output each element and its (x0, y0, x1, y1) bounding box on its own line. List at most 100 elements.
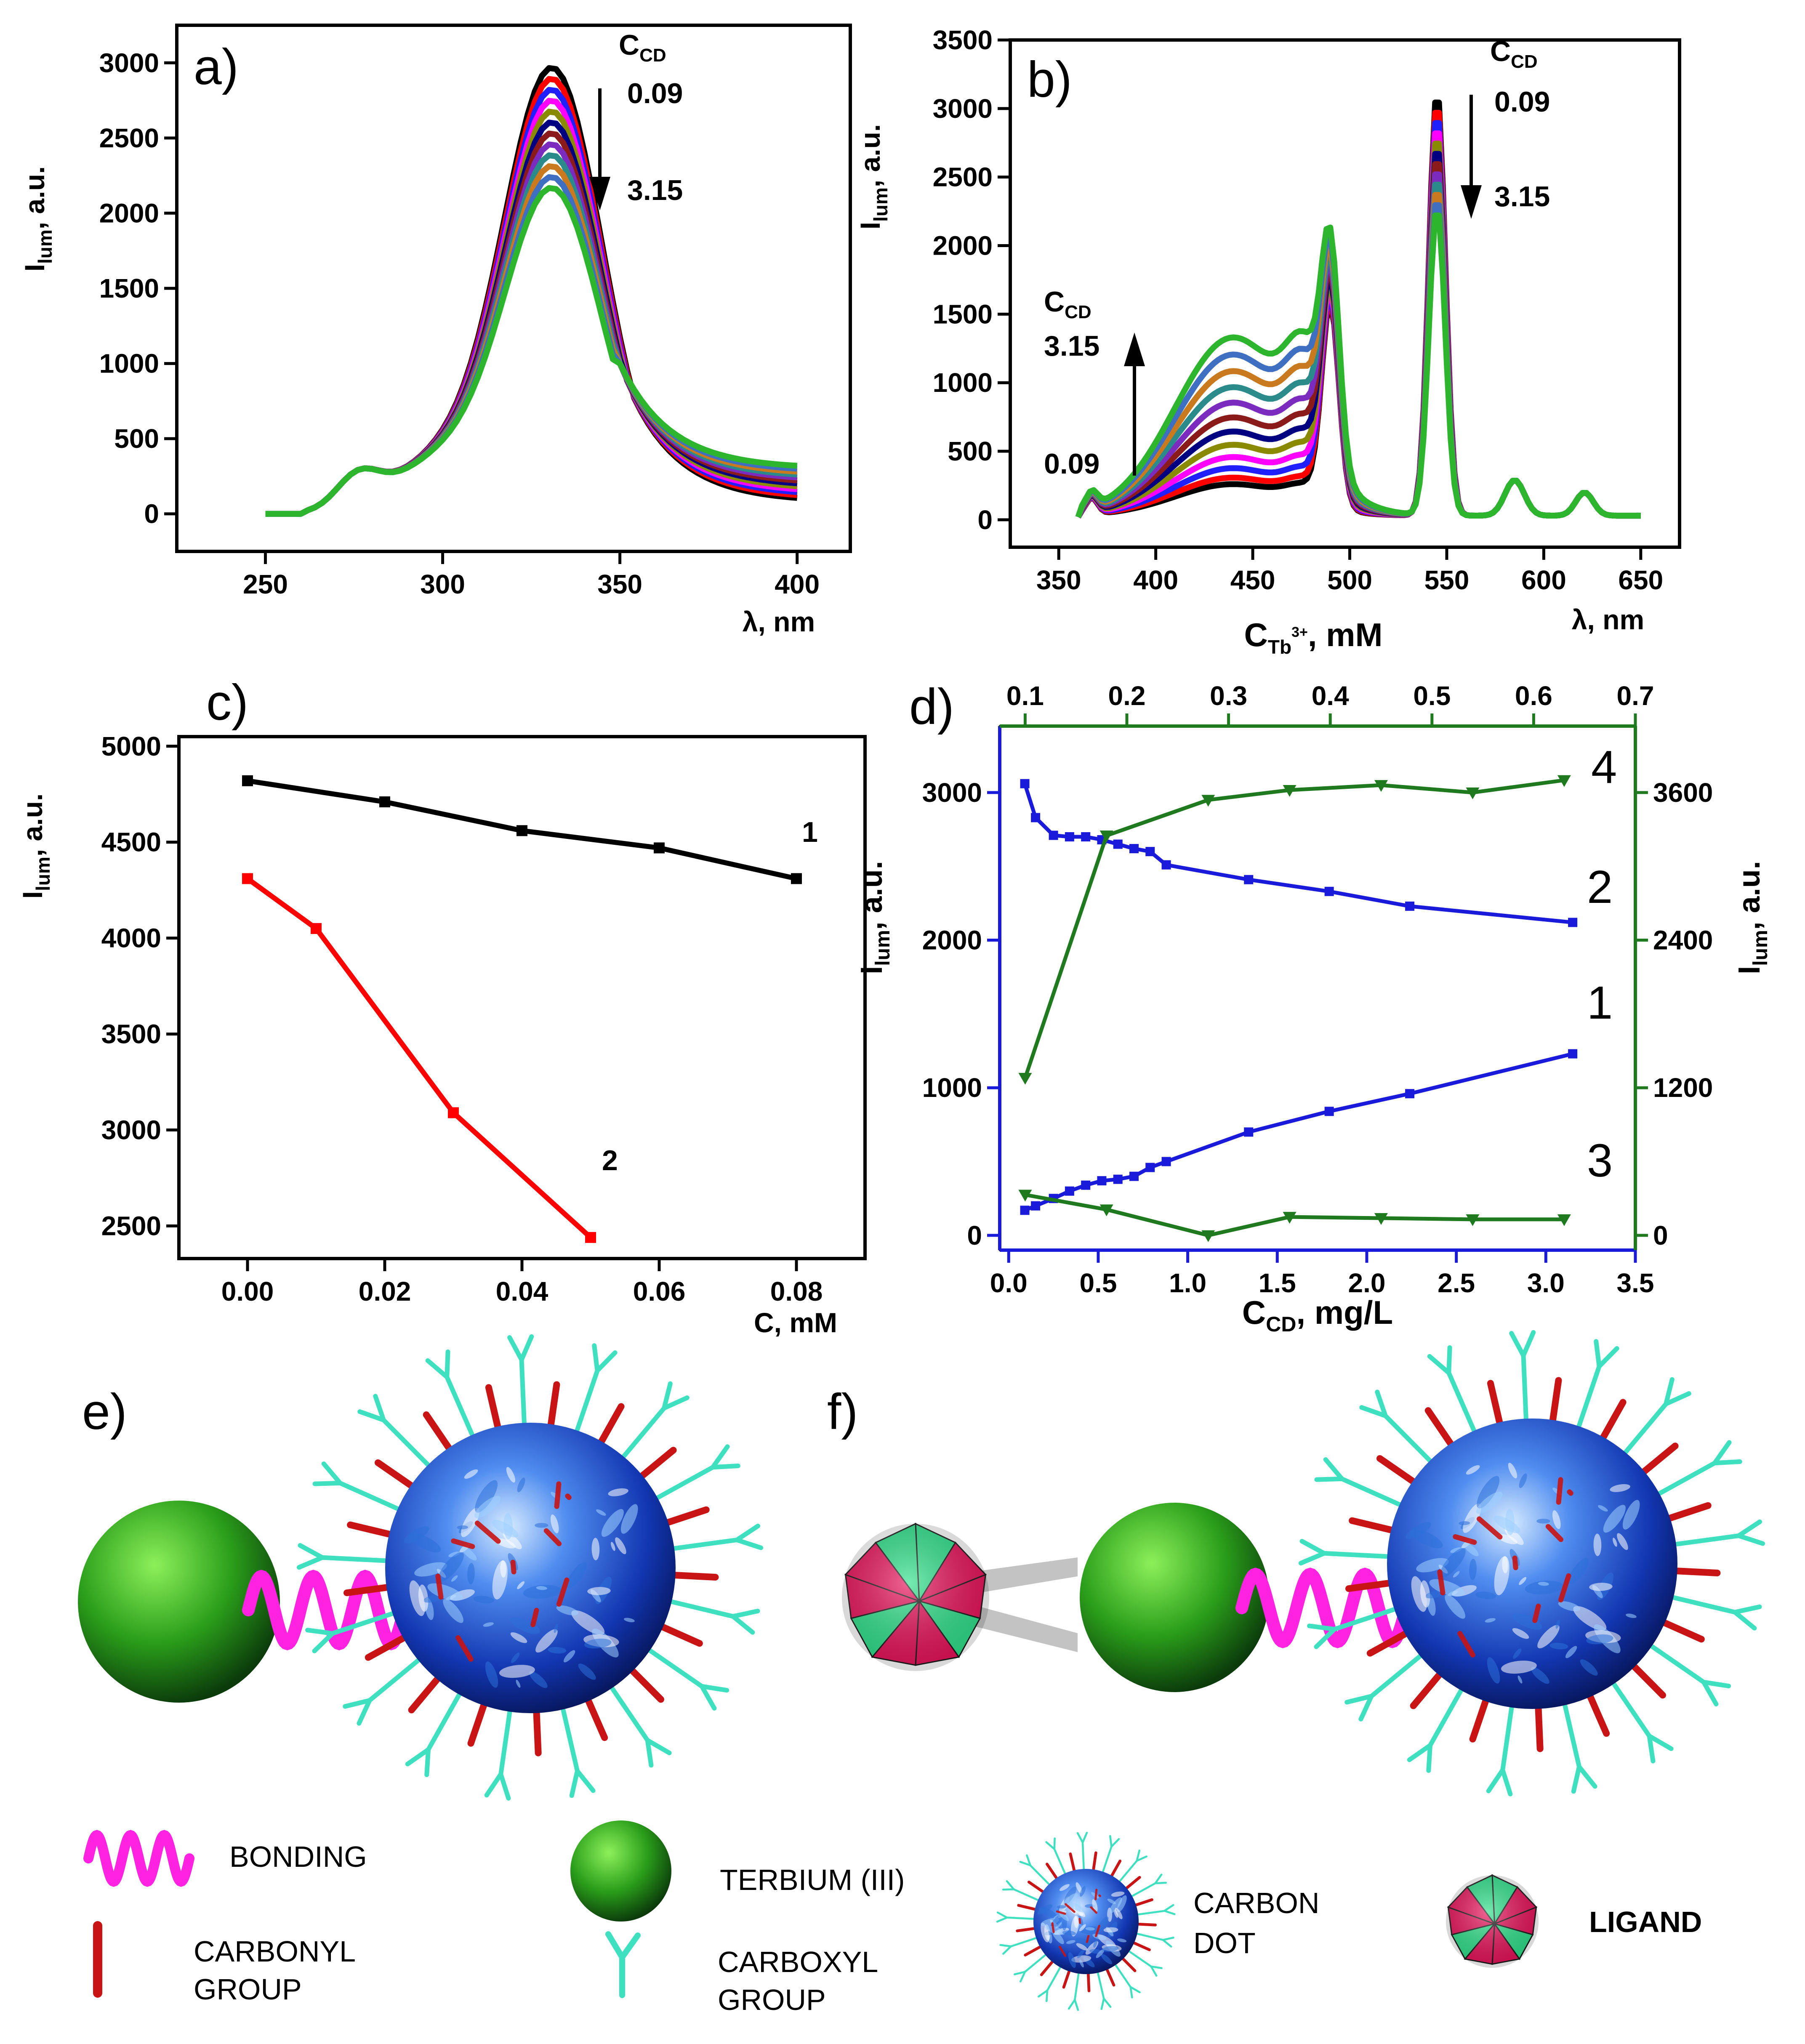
legend-ligand-label: LIGAND (1589, 1906, 1702, 1938)
b-axes-xtick-label: 650 (1618, 565, 1663, 595)
dot-speckle (483, 1622, 494, 1627)
carboxyl-group (1307, 1605, 1404, 1649)
d-ytick-label: 1000 (922, 1073, 982, 1103)
dot-speckle (1626, 1613, 1637, 1618)
dot-speckle (1525, 1581, 1563, 1595)
d-series-2-point (1065, 832, 1074, 842)
d-xtick-label: 0.5 (1079, 1268, 1117, 1298)
b-axes-xtick-label: 350 (1036, 565, 1081, 595)
carbonyl-rod (1667, 1567, 1721, 1576)
d-x2tick-label: 0.6 (1515, 681, 1552, 711)
carboxyl-stem (605, 1679, 650, 1743)
inner-carbonyl (1051, 1922, 1055, 1933)
e-carbon-dot-spikes (296, 1334, 764, 1801)
carbonyl-rod (1345, 1579, 1399, 1592)
d-series-1-label: 1 (1587, 977, 1613, 1029)
carboxyl-stem (649, 1465, 715, 1504)
carbonyl-rod (467, 1695, 490, 1747)
b-axes-xtick-label: 600 (1521, 565, 1566, 595)
carboxyl-group (572, 1343, 618, 1440)
d-y2label-sub: lum (1749, 930, 1772, 966)
dot-speckle (1512, 1613, 1542, 1630)
inner-carbonyl (1457, 1631, 1475, 1658)
dot-speckle (1477, 1476, 1500, 1509)
inner-carbonyl (451, 1538, 475, 1549)
carboxyl-group (1607, 1675, 1674, 1764)
d-y2tick-label: 0 (1653, 1220, 1668, 1251)
carboxyl-branch (645, 1738, 654, 1768)
carboxyl-group (484, 1702, 513, 1801)
dot-speckle (1612, 1538, 1617, 1547)
dot-speckle (467, 1563, 475, 1584)
legend-carboxyl-label-1: CARBOXYL (718, 1946, 878, 1978)
carbonyl-rod (1134, 1922, 1157, 1927)
d-series-2-label: 2 (1587, 861, 1613, 913)
dot-speckle (1045, 1925, 1065, 1935)
carbonyl-rod (1105, 1966, 1115, 1987)
dot-speckle (1586, 1634, 1613, 1645)
dot-speckle (1076, 1938, 1093, 1947)
carboxyl-group (1314, 1457, 1409, 1510)
a-ann-end: 3.15 (627, 174, 683, 206)
dot-speckle (1538, 1582, 1549, 1586)
d-series-2-point (1020, 779, 1030, 788)
dot-speckle (1440, 1548, 1466, 1578)
carboxyl-group (305, 1609, 402, 1653)
carboxyl-branch (730, 1614, 755, 1635)
b-ann1-label: C (1490, 35, 1511, 67)
dot-speckle (1041, 1922, 1049, 1943)
carbonyl-rod (1635, 1443, 1679, 1480)
inner-carbonyl (1090, 1906, 1098, 1914)
carboxyl-stem (1134, 1932, 1164, 1941)
carboxyl-branch (996, 1911, 1008, 1919)
d-series-4-point (1466, 787, 1480, 799)
d-series-4-point (1557, 775, 1571, 787)
dot-speckle (485, 1661, 498, 1688)
e-panel-label: e) (82, 1384, 127, 1440)
dot-speckle (1050, 1913, 1065, 1930)
dot-speckle (461, 1546, 477, 1561)
dot-speckle (475, 1480, 498, 1513)
d-series-1-point (1244, 1127, 1254, 1137)
b-ann2-start: 0.09 (1044, 448, 1100, 480)
d-series-3-label: 3 (1587, 1135, 1613, 1187)
dot-speckle (1071, 1955, 1092, 1963)
a-axes-ytick-label: 2500 (99, 123, 159, 153)
carboxyl-stem (330, 1609, 402, 1636)
carbonyl-rod (1469, 1691, 1491, 1743)
a-ylabel-sub: lum (34, 229, 56, 264)
c-axes-xtick-label: 0.04 (496, 1276, 548, 1307)
carboxyl-group (642, 1644, 729, 1711)
dot-speckle (1076, 1882, 1082, 1893)
d-series-3-point (1466, 1214, 1480, 1226)
a-ylabel-suffix: , a.u. (19, 166, 50, 229)
inner-carbonyl (510, 1560, 516, 1575)
f-ligand-bond-upper (970, 1557, 1078, 1593)
carboxyl-stem (445, 1374, 478, 1444)
dot-speckle (1109, 1897, 1122, 1914)
d-series-4-label: 4 (1591, 741, 1617, 793)
carbonyl-rod (1596, 1399, 1627, 1447)
a-axes-ytick-label: 1000 (99, 349, 159, 379)
dot-speckle (1617, 1533, 1628, 1550)
carboxyl-stem (642, 1644, 704, 1689)
carboxyl-branch (699, 1684, 729, 1693)
inner-carbonyl (1532, 1603, 1541, 1623)
b-axes-ytick-label: 3500 (933, 25, 993, 55)
dot-speckle (1103, 1927, 1118, 1933)
dot-speckle (1450, 1547, 1462, 1553)
d-series-2-line (1023, 783, 1573, 924)
dot-speckle (548, 1647, 567, 1654)
carboxyl-group (405, 1686, 465, 1777)
dot-speckle (556, 1605, 579, 1616)
inner-carbonyl (455, 1635, 474, 1662)
b-panel-label: b) (1027, 51, 1072, 108)
dot-speckle (473, 1596, 495, 1604)
panel-e: e) (78, 1334, 764, 1801)
legend-dot-texture (1037, 1882, 1127, 1968)
b-axes-ytick-label: 3000 (933, 93, 993, 124)
c-y-axis-label: Ilum, a.u. (17, 793, 54, 899)
dot-speckle (506, 1467, 516, 1483)
dot-speckle (608, 1488, 628, 1496)
dot-speckle (1406, 1522, 1431, 1539)
